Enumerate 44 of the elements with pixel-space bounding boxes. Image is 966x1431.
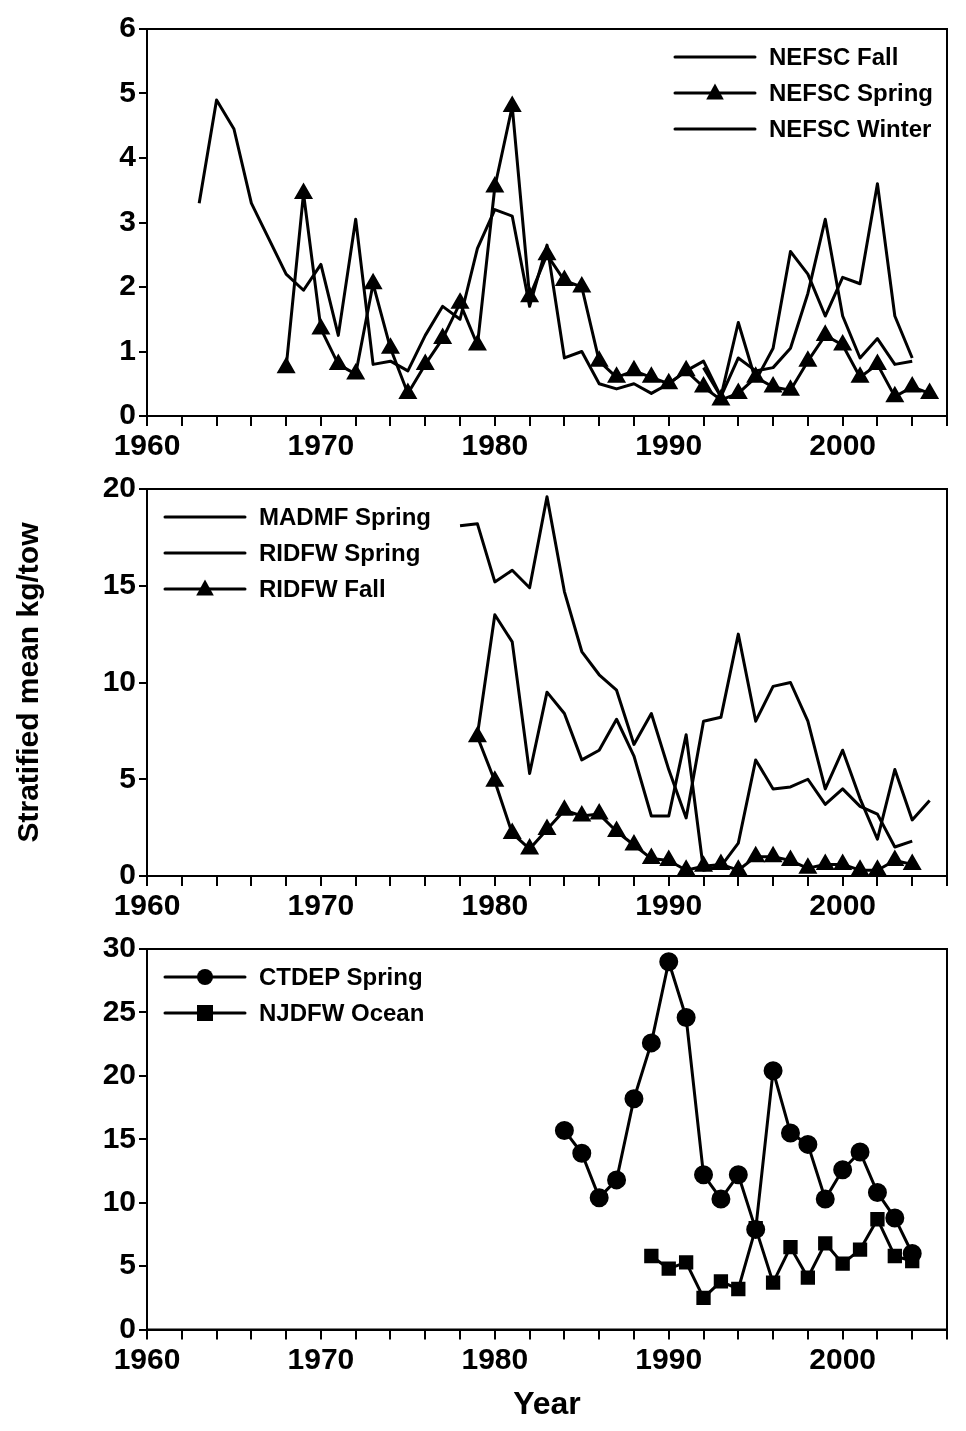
y-tick-label: 0 bbox=[119, 397, 136, 431]
x-tick-label: 1960 bbox=[113, 888, 181, 922]
y-tick-label: 5 bbox=[119, 760, 136, 794]
y-tick-label: 5 bbox=[119, 74, 136, 108]
legend-label: NJDFW Ocean bbox=[259, 998, 425, 1026]
x-tick-label: 1970 bbox=[287, 1341, 355, 1375]
x-tick-label: 1980 bbox=[461, 1341, 529, 1375]
legend-label: NEFSC Fall bbox=[769, 42, 899, 70]
x-tick-label: 2000 bbox=[809, 428, 877, 462]
y-tick-label: 4 bbox=[119, 139, 137, 173]
y-tick-label: 15 bbox=[102, 1120, 136, 1154]
y-tick-label: 25 bbox=[102, 993, 136, 1027]
y-axis-title: Stratified mean kg/tow bbox=[11, 521, 45, 843]
x-tick-label: 2000 bbox=[809, 888, 877, 922]
x-tick-label: 2000 bbox=[809, 1341, 877, 1375]
x-tick-label: 1990 bbox=[635, 1341, 703, 1375]
y-tick-label: 30 bbox=[102, 930, 136, 964]
y-tick-label: 10 bbox=[102, 663, 136, 697]
x-tick-label: 1970 bbox=[287, 888, 355, 922]
legend-label: RIDFW Spring bbox=[259, 538, 421, 566]
legend-label: RIDFW Fall bbox=[259, 574, 386, 602]
legend-label: MADMF Spring bbox=[259, 502, 431, 530]
legend-label: CTDEP Spring bbox=[259, 962, 423, 990]
y-tick-label: 0 bbox=[119, 1310, 136, 1344]
y-tick-label: 2 bbox=[119, 268, 136, 302]
legend-label: NEFSC Spring bbox=[769, 78, 934, 106]
x-tick-label: 1980 bbox=[461, 428, 529, 462]
x-tick-label: 1970 bbox=[287, 428, 355, 462]
x-tick-label: 1960 bbox=[113, 1341, 181, 1375]
y-tick-label: 5 bbox=[119, 1247, 136, 1281]
x-tick-label: 1980 bbox=[461, 888, 529, 922]
y-tick-label: 1 bbox=[119, 332, 136, 366]
y-tick-label: 0 bbox=[119, 857, 136, 891]
y-tick-label: 15 bbox=[102, 567, 136, 601]
y-tick-label: 10 bbox=[102, 1184, 136, 1217]
x-axis-title: Year bbox=[513, 1384, 581, 1421]
y-tick-label: 20 bbox=[102, 1057, 136, 1091]
y-tick-label: 20 bbox=[102, 470, 136, 504]
x-tick-label: 1990 bbox=[635, 428, 703, 462]
y-tick-label: 6 bbox=[119, 10, 136, 44]
x-tick-label: 1960 bbox=[113, 428, 181, 462]
y-tick-label: 3 bbox=[119, 203, 136, 237]
x-tick-label: 1990 bbox=[635, 888, 703, 922]
legend-label: NEFSC Winter bbox=[769, 114, 932, 142]
